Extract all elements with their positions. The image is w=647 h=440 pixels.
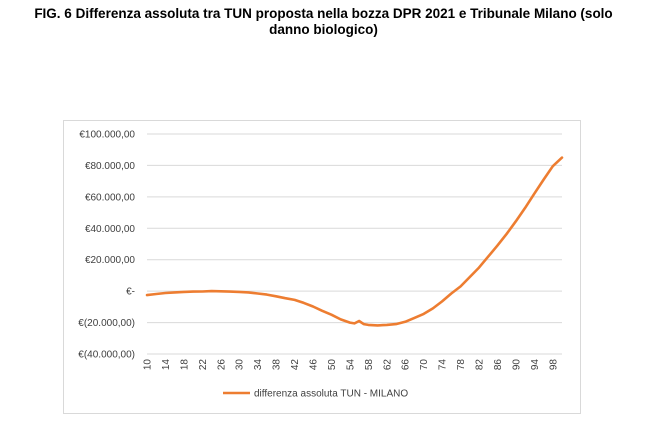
x-tick-label: 14	[161, 359, 172, 371]
x-tick-label: 70	[419, 359, 430, 371]
x-tick-label: 34	[253, 359, 264, 371]
x-tick-label: 42	[290, 359, 301, 371]
y-tick-label: €(40.000,00)	[78, 350, 135, 361]
x-tick-label: 22	[198, 359, 209, 371]
x-tick-label: 66	[401, 359, 412, 371]
x-tick-label: 74	[438, 359, 449, 371]
x-tick-label: 10	[143, 359, 154, 371]
x-tick-label: 30	[235, 359, 246, 371]
x-tick-label: 38	[272, 359, 283, 371]
y-tick-label: €40.000,00	[85, 224, 135, 235]
x-tick-label: 78	[456, 359, 467, 371]
x-tick-label: 46	[309, 359, 320, 371]
x-tick-label: 50	[327, 359, 338, 371]
x-tick-label: 98	[548, 359, 559, 371]
series-line	[145, 156, 564, 327]
y-tick-label: €(20.000,00)	[78, 318, 135, 329]
x-tick-label: 62	[382, 359, 393, 371]
y-tick-label: €60.000,00	[85, 192, 135, 203]
x-tick-label: 26	[216, 359, 227, 371]
y-tick-label: €80.000,00	[85, 161, 135, 172]
x-tick-label: 58	[364, 359, 375, 371]
x-tick-label: 90	[511, 359, 522, 371]
figure-title-line-2: danno biologico)	[269, 22, 378, 37]
x-tick-label: 18	[179, 359, 190, 371]
legend-label: differenza assoluta TUN - MILANO	[254, 389, 408, 400]
y-tick-label: €20.000,00	[85, 255, 135, 266]
x-tick-label: 86	[493, 359, 504, 371]
x-tick-label: 54	[345, 359, 356, 371]
figure-title-line-1: FIG. 6 Differenza assoluta tra TUN propo…	[34, 6, 613, 21]
y-tick-label: €-	[126, 287, 135, 298]
x-tick-label: 94	[530, 359, 541, 371]
figure-title: FIG. 6 Differenza assoluta tra TUN propo…	[0, 6, 647, 38]
x-tick-label: 82	[475, 359, 486, 371]
y-tick-label: €100.000,00	[79, 130, 135, 141]
chart-frame	[63, 120, 581, 414]
